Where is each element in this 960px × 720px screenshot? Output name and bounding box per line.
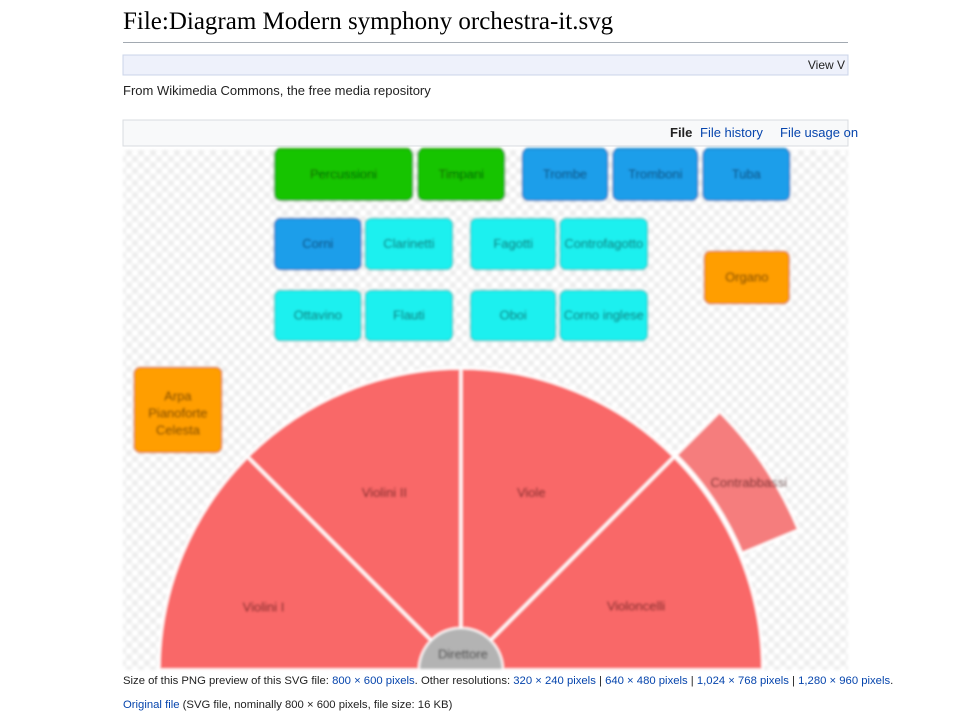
svg-text:Arpa: Arpa: [164, 389, 192, 404]
svg-text:Timpani: Timpani: [438, 167, 484, 182]
svg-text:File: File: [670, 125, 692, 140]
svg-text:Oboi: Oboi: [499, 308, 527, 323]
svg-text:Flauti: Flauti: [393, 308, 425, 323]
svg-text:Fagotti: Fagotti: [493, 236, 533, 251]
svg-text:Original file (SVG file, nomin: Original file (SVG file, nominally 800 ×…: [123, 699, 453, 711]
svg-text:Clarinetti: Clarinetti: [383, 236, 434, 251]
svg-text:View V: View V: [808, 58, 845, 72]
svg-text:Corno inglese: Corno inglese: [564, 308, 644, 323]
svg-text:Ottavino: Ottavino: [294, 308, 342, 323]
svg-text:Contrabbassi: Contrabbassi: [710, 475, 787, 490]
svg-text:Controfagotto: Controfagotto: [564, 236, 643, 251]
svg-text:Violoncelli: Violoncelli: [607, 598, 665, 613]
svg-text:Violini II: Violini II: [362, 485, 407, 500]
svg-text:Direttore: Direttore: [438, 647, 488, 662]
svg-text:Violini I: Violini I: [243, 600, 285, 615]
svg-text:File usage on: File usage on: [780, 125, 858, 140]
svg-text:File history: File history: [700, 125, 763, 140]
svg-text:Trombe: Trombe: [543, 167, 587, 182]
svg-text:Percussioni: Percussioni: [310, 167, 377, 182]
svg-text:Tuba: Tuba: [732, 167, 762, 182]
svg-text:Pianoforte: Pianoforte: [148, 406, 207, 421]
svg-text:Celesta: Celesta: [156, 423, 201, 438]
svg-text:From Wikimedia Commons, the fr: From Wikimedia Commons, the free media r…: [123, 83, 431, 98]
svg-text:Tromboni: Tromboni: [628, 167, 683, 182]
svg-text:Viole: Viole: [517, 485, 546, 500]
svg-text:Corni: Corni: [302, 236, 333, 251]
svg-text:Size of this PNG preview of th: Size of this PNG preview of this SVG fil…: [123, 675, 893, 687]
svg-text:Organo: Organo: [725, 270, 768, 285]
